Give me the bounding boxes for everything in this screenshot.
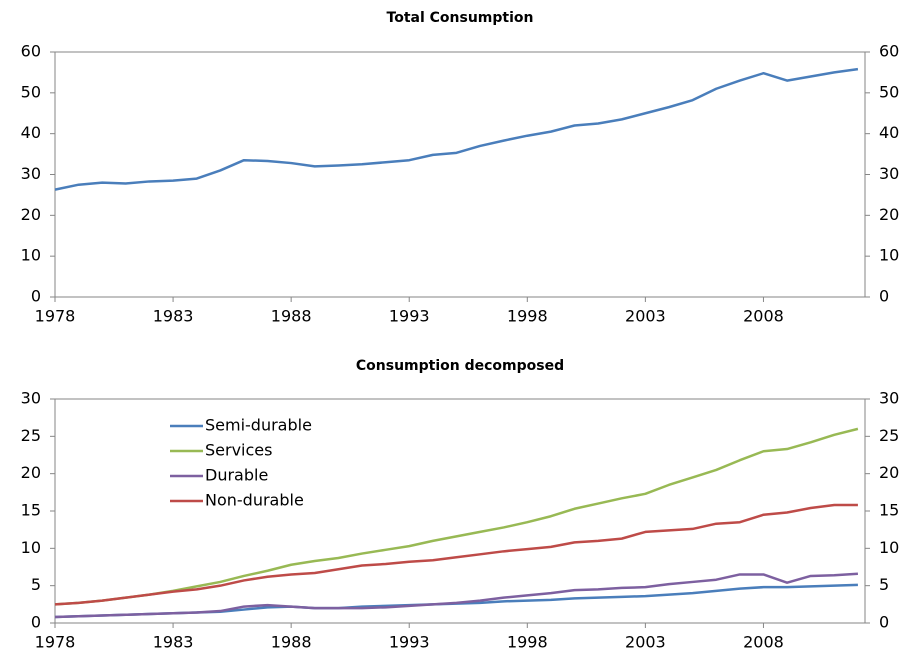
y-tick-label: 60 [21,42,41,61]
y-tick-label: 5 [31,575,41,594]
y2-tick-label: 0 [879,613,889,632]
y-tick-label: 0 [31,287,41,306]
x-tick-label: 1988 [271,633,312,652]
y2-tick-label: 25 [879,426,899,445]
y-tick-label: 15 [21,501,41,520]
x-tick-label: 2008 [743,307,784,326]
y-tick-label: 20 [21,205,41,224]
legend-label: Semi-durable [205,416,312,435]
y2-tick-label: 5 [879,575,889,594]
x-tick-label: 1998 [507,633,548,652]
y2-tick-label: 30 [879,389,899,408]
y-tick-label: 50 [21,82,41,101]
x-tick-label: 2003 [625,633,666,652]
x-tick-label: 1988 [271,307,312,326]
y2-tick-label: 15 [879,501,899,520]
y-tick-label: 30 [21,389,41,408]
x-tick-label: 1998 [507,307,548,326]
legend-label: Services [205,441,272,460]
x-tick-label: 1978 [35,307,76,326]
y-tick-label: 30 [21,164,41,183]
y-tick-label: 20 [21,463,41,482]
y-tick-label: 25 [21,426,41,445]
y-tick-label: 0 [31,613,41,632]
y-tick-label: 10 [21,246,41,265]
y2-tick-label: 10 [879,538,899,557]
series-line [54,503,858,606]
x-tick-label: 1978 [35,633,76,652]
y2-tick-label: 50 [879,82,899,101]
series-line [54,427,859,606]
y2-tick-label: 0 [879,287,889,306]
y-tick-label: 10 [21,538,41,557]
y2-tick-label: 20 [879,205,899,224]
chart-title: Total Consumption [387,10,534,26]
x-tick-label: 2008 [743,633,784,652]
y2-tick-label: 40 [879,123,899,142]
x-tick-label: 1993 [389,633,430,652]
legend-label: Non-durable [205,491,304,510]
x-tick-label: 1993 [389,307,430,326]
series-line [54,572,858,619]
x-tick-label: 1983 [153,307,194,326]
legend-label: Durable [205,466,268,485]
plot-area [54,51,866,298]
chart-title: Consumption decomposed [356,358,564,374]
y2-tick-label: 30 [879,164,899,183]
x-tick-label: 1983 [153,633,194,652]
series-line [54,67,859,191]
y2-tick-label: 60 [879,42,899,61]
y-tick-label: 40 [21,123,41,142]
x-tick-label: 2003 [625,307,666,326]
y2-tick-label: 10 [879,246,899,265]
y2-tick-label: 20 [879,463,899,482]
